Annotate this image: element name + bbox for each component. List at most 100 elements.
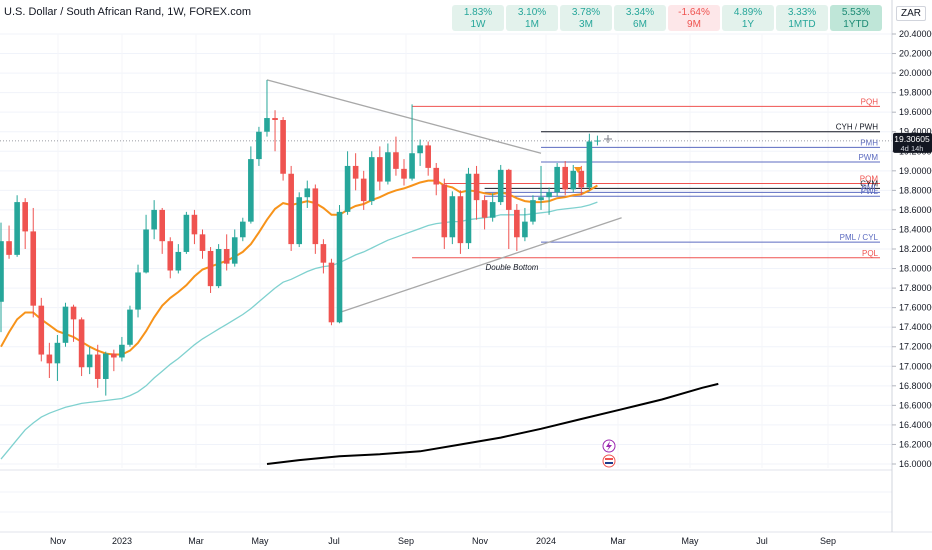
price-tick-label: 17.20000 bbox=[899, 342, 932, 352]
price-tick-label: 20.20000 bbox=[899, 49, 932, 59]
candle-body bbox=[135, 272, 141, 310]
time-tick-label: 2023 bbox=[112, 536, 132, 546]
candle-body bbox=[546, 192, 552, 198]
candle-body bbox=[119, 344, 125, 358]
candle-body bbox=[328, 262, 335, 323]
candle-body bbox=[175, 251, 182, 271]
perf-1w[interactable]: 1.83% 1W bbox=[452, 5, 504, 31]
level-label: PMH bbox=[860, 138, 878, 147]
candle-body bbox=[425, 145, 431, 168]
double-bottom-label: Double Bottom bbox=[486, 263, 539, 272]
candle-body bbox=[183, 214, 190, 252]
price-tick-label: 19.60000 bbox=[899, 107, 932, 117]
candle-body bbox=[6, 241, 12, 255]
currency-label[interactable]: ZAR bbox=[896, 6, 926, 21]
candle-body bbox=[336, 211, 343, 323]
candle-body bbox=[530, 200, 536, 222]
chart-title: U.S. Dollar / South African Rand, 1W, FO… bbox=[4, 6, 251, 18]
time-tick-label: May bbox=[251, 536, 269, 546]
price-tick-label: 17.40000 bbox=[899, 322, 932, 332]
candle-body bbox=[377, 157, 383, 182]
price-tick-label: 18.40000 bbox=[899, 224, 932, 234]
price-tick-label: 17.60000 bbox=[899, 303, 932, 313]
candle-body bbox=[296, 197, 303, 245]
perf-3m[interactable]: 3.78% 3M bbox=[560, 5, 612, 31]
candle-body bbox=[78, 319, 85, 368]
time-tick-label: Jul bbox=[756, 536, 768, 546]
candle-body bbox=[586, 141, 593, 188]
candle-body bbox=[256, 131, 262, 160]
perf-period: 1Y bbox=[741, 19, 755, 30]
perf-period: 9M bbox=[687, 19, 701, 30]
candle-body bbox=[231, 237, 238, 264]
candle-body bbox=[570, 170, 577, 190]
candle-body bbox=[554, 166, 560, 193]
candle-body bbox=[207, 250, 214, 287]
candle-body bbox=[264, 118, 270, 132]
perf-1mtd[interactable]: 3.33% 1MTD bbox=[776, 5, 828, 31]
level-label: PML bbox=[862, 183, 879, 192]
candle-body bbox=[280, 120, 286, 174]
level-label: PQH bbox=[861, 97, 879, 106]
candle-body bbox=[385, 152, 391, 182]
price-tick-label: 20.40000 bbox=[899, 29, 932, 39]
trendline bbox=[266, 79, 542, 154]
price-tick-label: 18.60000 bbox=[899, 205, 932, 215]
level-label: CYH / PWH bbox=[836, 123, 878, 132]
candle-body bbox=[272, 118, 278, 120]
price-tick-label: 17.80000 bbox=[899, 283, 932, 293]
candle-body bbox=[433, 167, 440, 185]
bar-countdown: 4d 14h bbox=[901, 144, 924, 153]
perf-1m[interactable]: 3.10% 1M bbox=[506, 5, 558, 31]
price-tick-label: 19.80000 bbox=[899, 88, 932, 98]
level-label: PWM bbox=[858, 153, 878, 162]
perf-9m[interactable]: -1.64% 9M bbox=[668, 5, 720, 31]
candle-body bbox=[514, 209, 520, 238]
perf-value: 5.53% bbox=[841, 7, 871, 18]
time-tick-label: Nov bbox=[472, 536, 489, 546]
candle-body bbox=[30, 231, 37, 306]
candle-body bbox=[457, 196, 464, 244]
level-label: PWL bbox=[861, 187, 879, 196]
flag-event-icon bbox=[602, 454, 616, 468]
candle-body bbox=[473, 173, 480, 201]
candle-body bbox=[393, 152, 399, 169]
candle-body bbox=[562, 166, 568, 190]
candle-body bbox=[151, 209, 157, 230]
candle-body bbox=[46, 354, 53, 364]
perf-1ytd[interactable]: 5.53% 1YTD bbox=[830, 5, 882, 31]
perf-value: 3.34% bbox=[625, 7, 655, 18]
candle-body bbox=[14, 202, 20, 255]
price-tick-label: 19.00000 bbox=[899, 166, 932, 176]
candle-body bbox=[522, 221, 528, 238]
candle-body bbox=[215, 249, 222, 287]
price-tick-label: 18.80000 bbox=[899, 185, 932, 195]
time-tick-label: Sep bbox=[398, 536, 414, 546]
price-tick-label: 16.00000 bbox=[899, 459, 932, 469]
price-tick-label: 20.00000 bbox=[899, 68, 932, 78]
time-tick-label: 2024 bbox=[536, 536, 556, 546]
perf-period: 1W bbox=[470, 19, 486, 30]
price-tick-label: 17.00000 bbox=[899, 361, 932, 371]
price-tick-label: 18.20000 bbox=[899, 244, 932, 254]
candle-body bbox=[86, 354, 93, 368]
perf-value: -1.64% bbox=[678, 7, 710, 18]
perf-1y[interactable]: 4.89% 1Y bbox=[722, 5, 774, 31]
candle-body bbox=[594, 140, 601, 142]
candle-body bbox=[344, 165, 351, 212]
indicator-pane bbox=[0, 469, 932, 533]
candle-body bbox=[441, 184, 448, 238]
candle-body bbox=[505, 169, 512, 210]
perf-6m[interactable]: 3.34% 6M bbox=[614, 5, 666, 31]
candle-body bbox=[127, 309, 133, 345]
price-tick-label: 16.60000 bbox=[899, 400, 932, 410]
perf-value: 1.83% bbox=[463, 7, 493, 18]
level-label: PML / CYL bbox=[840, 233, 879, 242]
candle-body bbox=[191, 214, 198, 235]
candle-body bbox=[240, 221, 246, 238]
perf-value: 3.33% bbox=[787, 7, 817, 18]
candle-body bbox=[489, 202, 496, 218]
time-tick-label: Jul bbox=[328, 536, 340, 546]
